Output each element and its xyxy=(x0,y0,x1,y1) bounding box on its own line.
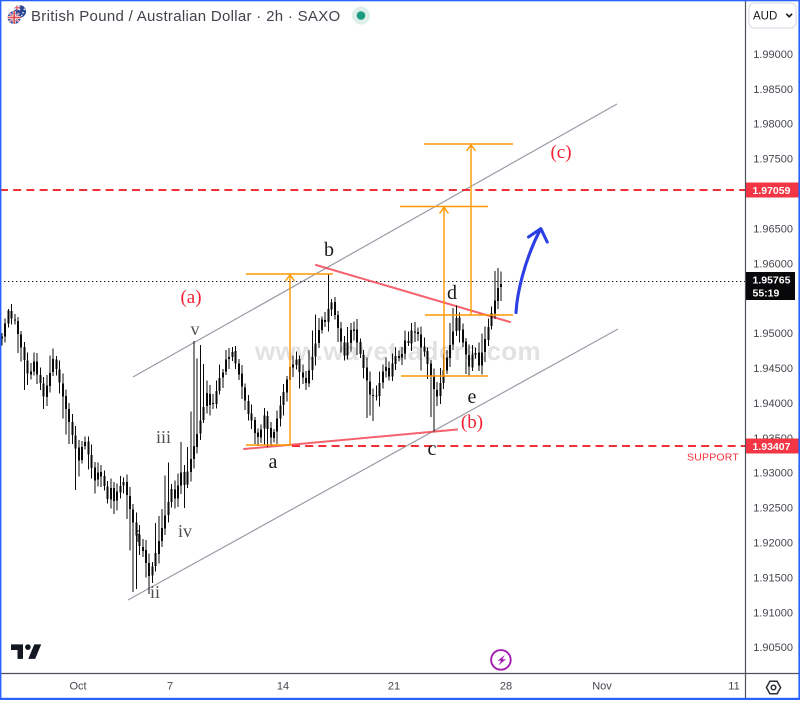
svg-text:1.94000: 1.94000 xyxy=(753,398,793,410)
svg-text:c: c xyxy=(428,438,437,460)
svg-text:1.97059: 1.97059 xyxy=(753,185,791,197)
svg-text:1.96500: 1.96500 xyxy=(753,223,793,235)
svg-text:www.wavetraders.com: www.wavetraders.com xyxy=(254,336,541,366)
svg-text:11: 11 xyxy=(728,681,739,693)
svg-text:14: 14 xyxy=(277,681,289,693)
svg-text:1.95000: 1.95000 xyxy=(753,328,793,340)
svg-text:7: 7 xyxy=(167,681,173,693)
svg-text:1.92000: 1.92000 xyxy=(753,538,793,550)
svg-text:28: 28 xyxy=(500,681,512,693)
svg-text:b: b xyxy=(324,239,334,261)
svg-text:ii: ii xyxy=(150,582,160,602)
svg-text:1.91000: 1.91000 xyxy=(753,607,793,619)
svg-text:Oct: Oct xyxy=(69,681,86,693)
svg-text:55:19: 55:19 xyxy=(753,288,780,300)
svg-text:a: a xyxy=(269,451,278,473)
svg-text:21: 21 xyxy=(388,681,400,693)
svg-text:1.95765: 1.95765 xyxy=(753,275,791,287)
svg-text:(b): (b) xyxy=(461,412,483,433)
svg-text:1.91500: 1.91500 xyxy=(753,572,793,584)
svg-text:1.93000: 1.93000 xyxy=(753,468,793,480)
svg-text:1.98500: 1.98500 xyxy=(753,84,793,96)
svg-text:1.99000: 1.99000 xyxy=(753,49,793,61)
svg-text:1.97500: 1.97500 xyxy=(753,154,793,166)
svg-text:1.96000: 1.96000 xyxy=(753,258,793,270)
svg-text:(a): (a) xyxy=(180,287,201,308)
svg-text:iii: iii xyxy=(156,427,171,447)
svg-text:i: i xyxy=(135,526,140,546)
svg-text:1.94500: 1.94500 xyxy=(753,363,793,375)
svg-text:SUPPORT: SUPPORT xyxy=(687,452,739,464)
svg-text:1.93407: 1.93407 xyxy=(753,441,791,453)
svg-text:v: v xyxy=(191,319,200,339)
svg-text:AUD: AUD xyxy=(753,11,777,23)
svg-text:British Pound / Australian Dol: British Pound / Australian Dollar · 2h ·… xyxy=(31,8,340,25)
svg-text:1.90500: 1.90500 xyxy=(753,642,793,654)
svg-text:Nov: Nov xyxy=(592,681,612,693)
svg-text:e: e xyxy=(468,386,477,408)
svg-text:1.92500: 1.92500 xyxy=(753,503,793,515)
svg-text:(c): (c) xyxy=(550,142,571,163)
svg-text:d: d xyxy=(447,282,457,304)
svg-text:iv: iv xyxy=(178,521,192,541)
svg-text:1.98000: 1.98000 xyxy=(753,119,793,131)
